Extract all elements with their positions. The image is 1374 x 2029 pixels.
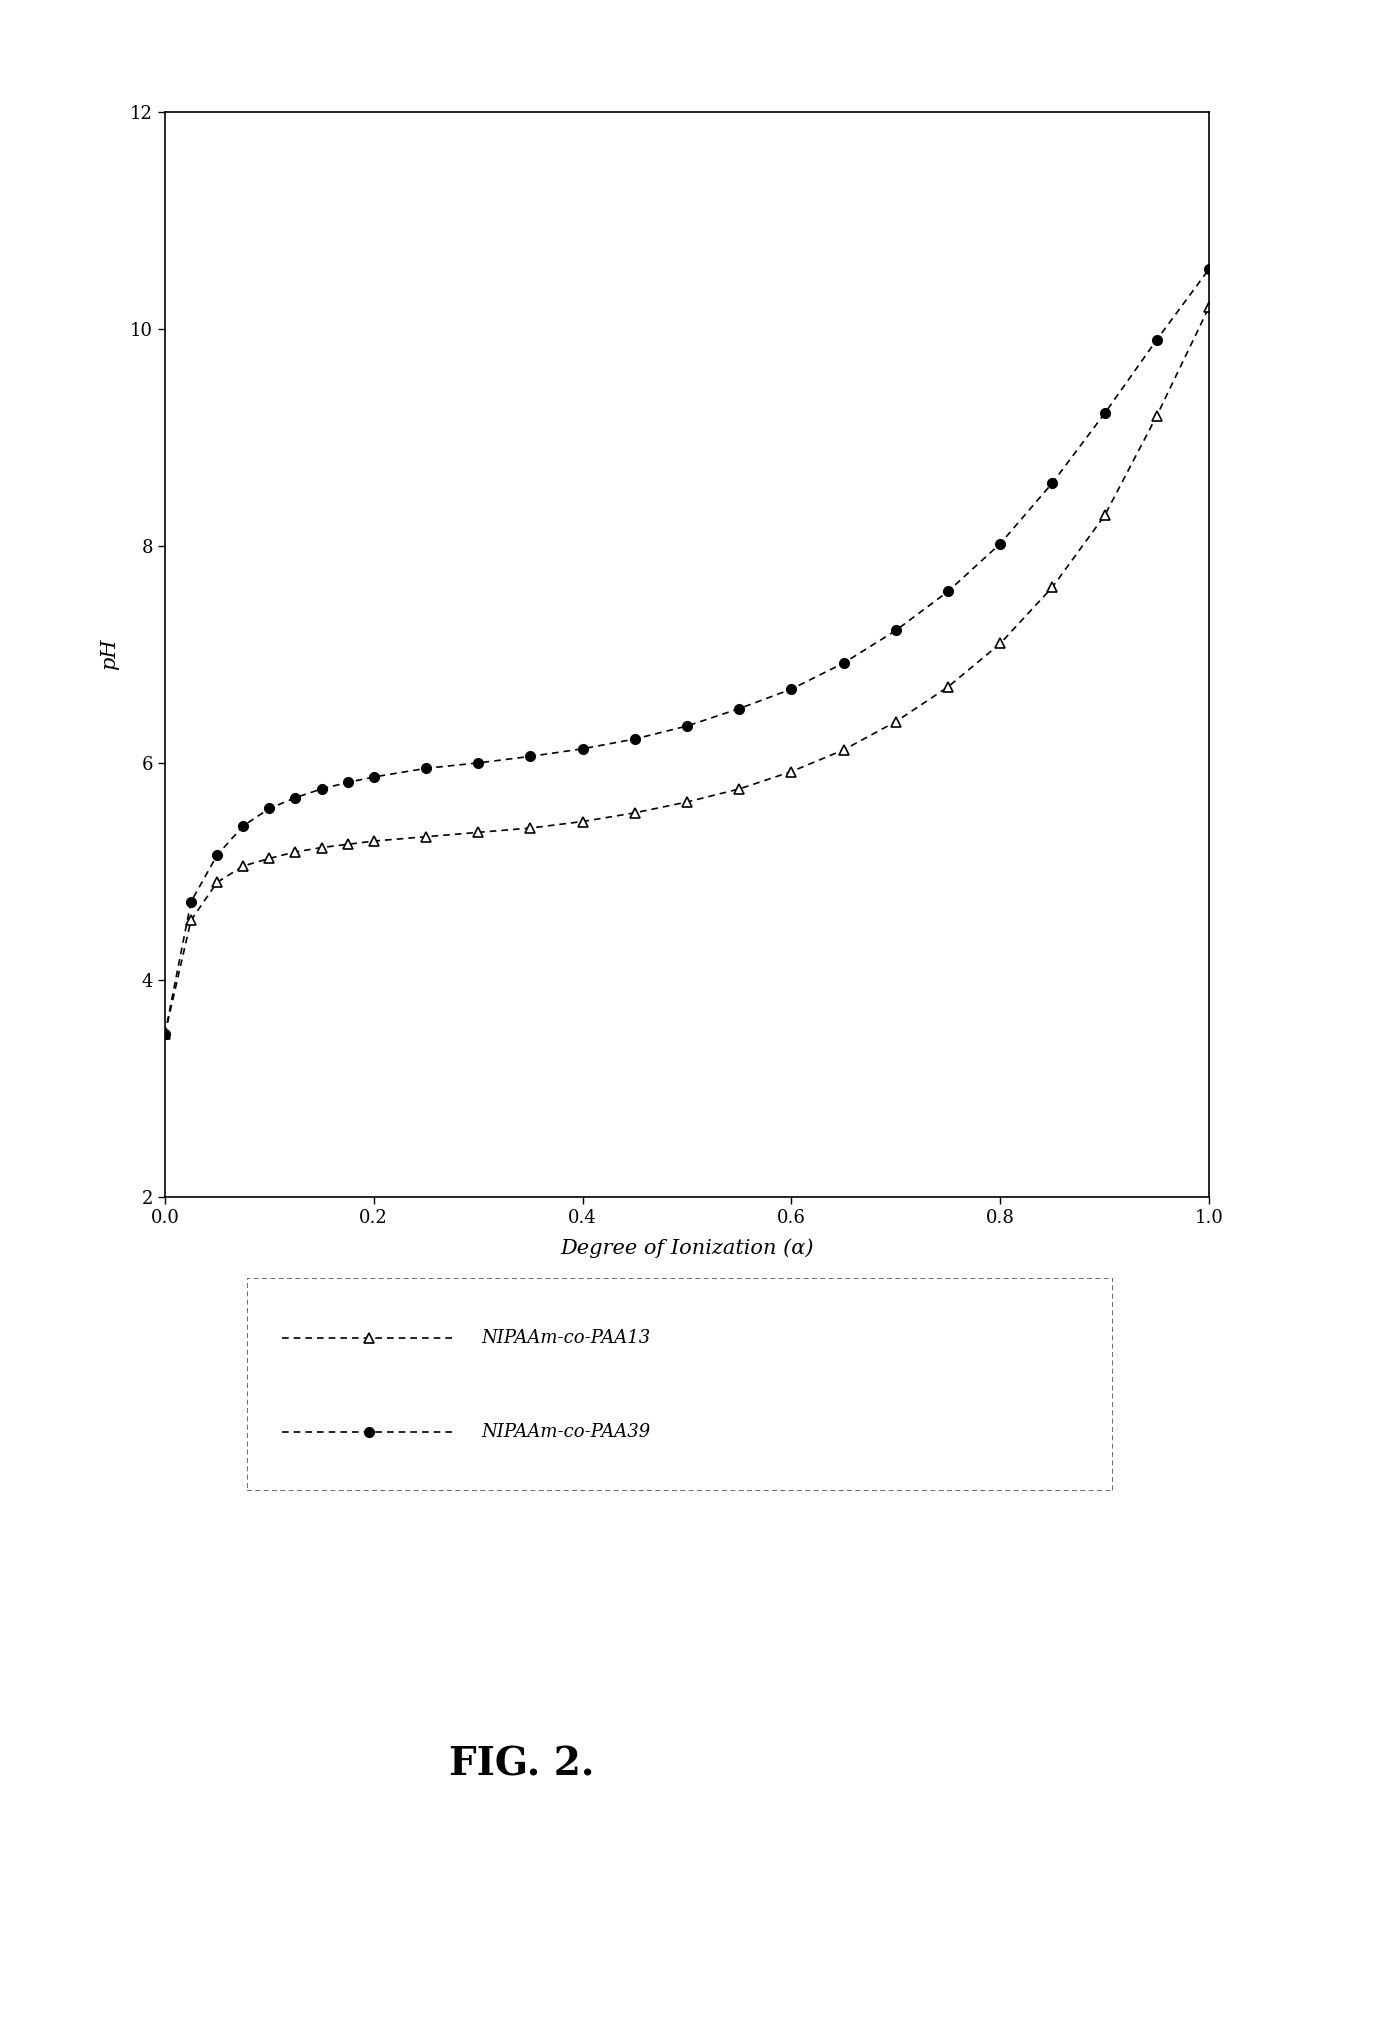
NIPAAm-co-PAA39 — [679, 714, 695, 739]
Text: FIG. 2.: FIG. 2. — [449, 1745, 595, 1783]
Text: NIPAAm-co-PAA13: NIPAAm-co-PAA13 — [481, 1329, 650, 1347]
NIPAAm-co-PAA39 — [888, 619, 904, 643]
NIPAAm-co-PAA13 — [522, 816, 539, 840]
NIPAAm-co-PAA39 — [627, 726, 643, 751]
NIPAAm-co-PAA13 — [992, 631, 1009, 655]
NIPAAm-co-PAA13 — [470, 820, 486, 844]
NIPAAm-co-PAA39 — [1044, 471, 1061, 495]
NIPAAm-co-PAA39 — [470, 751, 486, 775]
NIPAAm-co-PAA39 — [313, 777, 330, 801]
NIPAAm-co-PAA39 — [574, 737, 591, 761]
X-axis label: Degree of Ionization (α): Degree of Ionization (α) — [561, 1238, 813, 1258]
NIPAAm-co-PAA13 — [183, 909, 199, 933]
NIPAAm-co-PAA13 — [835, 739, 852, 763]
NIPAAm-co-PAA39 — [261, 795, 278, 820]
NIPAAm-co-PAA13 — [1201, 294, 1217, 319]
NIPAAm-co-PAA13 — [888, 710, 904, 734]
NIPAAm-co-PAA39 — [183, 889, 199, 913]
NIPAAm-co-PAA39 — [339, 771, 356, 795]
NIPAAm-co-PAA13 — [209, 870, 225, 895]
NIPAAm-co-PAA39 — [835, 651, 852, 676]
NIPAAm-co-PAA13 — [627, 801, 643, 826]
NIPAAm-co-PAA13 — [1149, 404, 1165, 428]
NIPAAm-co-PAA39 — [1149, 327, 1165, 351]
NIPAAm-co-PAA13 — [261, 846, 278, 870]
NIPAAm-co-PAA13 — [418, 824, 434, 848]
Line: NIPAAm-co-PAA13: NIPAAm-co-PAA13 — [159, 302, 1215, 1039]
NIPAAm-co-PAA39 — [731, 696, 747, 720]
Text: NIPAAm-co-PAA39: NIPAAm-co-PAA39 — [481, 1422, 650, 1441]
NIPAAm-co-PAA13 — [679, 789, 695, 814]
NIPAAm-co-PAA39 — [1201, 258, 1217, 282]
NIPAAm-co-PAA13 — [235, 854, 251, 879]
NIPAAm-co-PAA39 — [522, 745, 539, 769]
NIPAAm-co-PAA13 — [940, 676, 956, 700]
NIPAAm-co-PAA39 — [235, 814, 251, 838]
NIPAAm-co-PAA13 — [574, 810, 591, 834]
NIPAAm-co-PAA13 — [157, 1023, 173, 1047]
FancyBboxPatch shape — [247, 1278, 1113, 1491]
NIPAAm-co-PAA39 — [1096, 402, 1113, 426]
NIPAAm-co-PAA39 — [209, 842, 225, 866]
NIPAAm-co-PAA39 — [157, 1023, 173, 1047]
NIPAAm-co-PAA39 — [287, 785, 304, 810]
NIPAAm-co-PAA13 — [339, 832, 356, 856]
NIPAAm-co-PAA13 — [313, 836, 330, 860]
NIPAAm-co-PAA39 — [365, 765, 382, 789]
NIPAAm-co-PAA39 — [992, 532, 1009, 556]
NIPAAm-co-PAA39 — [783, 678, 800, 702]
NIPAAm-co-PAA13 — [1096, 503, 1113, 528]
NIPAAm-co-PAA39 — [418, 757, 434, 781]
NIPAAm-co-PAA13 — [731, 777, 747, 801]
Y-axis label: pH: pH — [100, 639, 120, 670]
NIPAAm-co-PAA13 — [287, 840, 304, 864]
NIPAAm-co-PAA39 — [940, 578, 956, 603]
NIPAAm-co-PAA13 — [1044, 574, 1061, 599]
Line: NIPAAm-co-PAA39: NIPAAm-co-PAA39 — [159, 264, 1215, 1039]
NIPAAm-co-PAA13 — [365, 830, 382, 854]
NIPAAm-co-PAA13 — [783, 759, 800, 783]
